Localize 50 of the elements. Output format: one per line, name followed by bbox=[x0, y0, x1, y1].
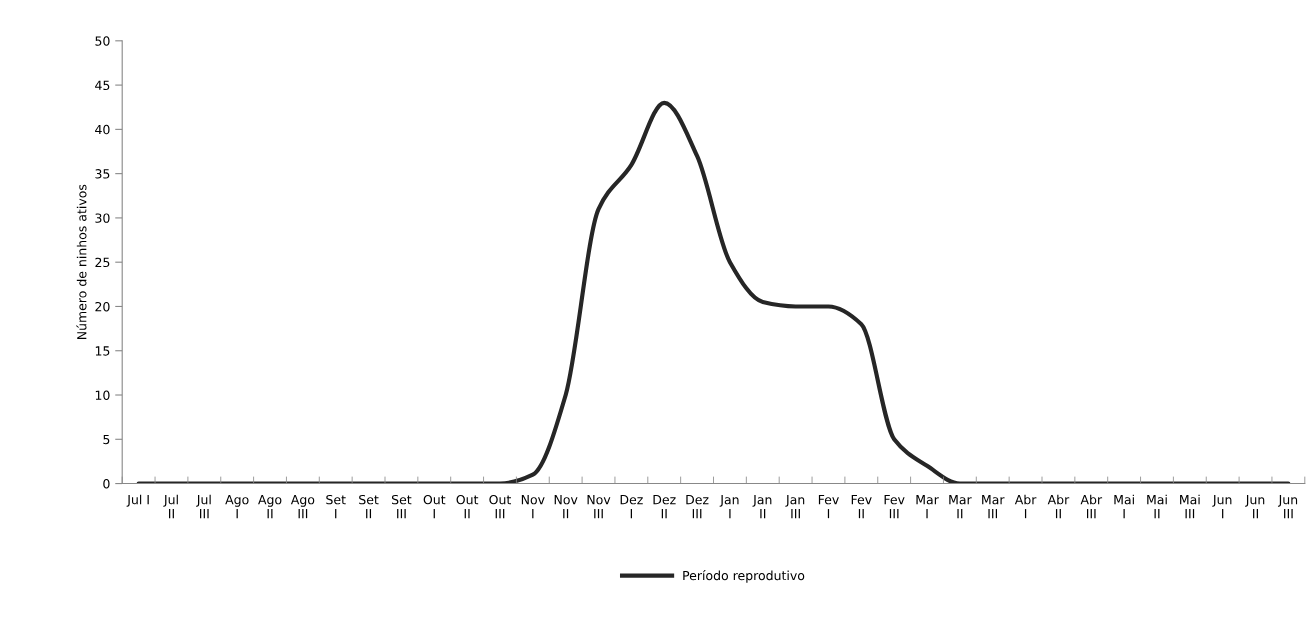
x-tick-label: Dez II bbox=[653, 495, 676, 519]
x-tick-label: Jul III bbox=[196, 494, 211, 519]
y-tick-label: 30 bbox=[95, 213, 110, 223]
x-tick-label: Abr I bbox=[1014, 494, 1037, 519]
y-tick-label: 25 bbox=[95, 257, 110, 268]
y-tick-label: 35 bbox=[95, 169, 110, 179]
y-tick-label: 50 bbox=[95, 36, 110, 46]
x-tick-label: Fev I bbox=[818, 495, 839, 519]
x-tick-label: Abr II bbox=[1047, 494, 1070, 519]
y-axis-title: Número de ninhos ativos bbox=[76, 184, 87, 340]
x-tick-label: Out III bbox=[489, 494, 512, 519]
x-tick-label: Set I bbox=[326, 494, 346, 519]
y-tick-label: 15 bbox=[95, 346, 110, 356]
x-tick-label: Jun III bbox=[1277, 495, 1298, 519]
x-tick-label: Dez I bbox=[620, 495, 643, 519]
y-tick-label: 20 bbox=[95, 301, 110, 312]
x-tick-label: Mar III bbox=[982, 495, 1005, 519]
x-tick-label: Nov III bbox=[587, 495, 611, 519]
x-tick-label: Mar II bbox=[949, 495, 972, 519]
line-series bbox=[136, 100, 1291, 484]
x-tick-label: Set II bbox=[359, 494, 379, 519]
x-tick-label: Jul II bbox=[163, 494, 178, 519]
x-tick-label: Mai I bbox=[1114, 494, 1134, 519]
x-tick-label: Nov I bbox=[521, 495, 545, 519]
x-tick-label: Mar I bbox=[916, 495, 939, 519]
y-tick-label: 10 bbox=[95, 390, 110, 400]
x-tick-label: Jun II bbox=[1245, 495, 1265, 519]
y-tick-label: 5 bbox=[103, 434, 110, 445]
x-tick-label: Ago III bbox=[290, 495, 315, 519]
y-tick-label: 0 bbox=[103, 479, 110, 489]
x-tick-label: Out I bbox=[423, 494, 446, 519]
x-tick-label: Mai II bbox=[1147, 494, 1167, 519]
x-tick-label: Jul I bbox=[126, 494, 149, 507]
x-tick-label: Fev II bbox=[851, 495, 872, 519]
x-tick-label: Set III bbox=[391, 494, 412, 519]
x-tick-label: Jun I bbox=[1212, 495, 1232, 519]
legend-label: Período reprodutivo bbox=[683, 570, 805, 583]
x-tick-label: Nov II bbox=[554, 495, 578, 519]
x-tick-label: Jan III bbox=[785, 495, 805, 519]
x-tick-label: Ago I bbox=[225, 495, 249, 519]
x-tick-label: Fev III bbox=[884, 495, 905, 519]
x-tick-label: Mai III bbox=[1180, 494, 1200, 519]
y-tick-label: 45 bbox=[95, 80, 110, 91]
x-tick-label: Dez III bbox=[686, 495, 709, 519]
y-tick-label: 40 bbox=[95, 124, 110, 135]
x-tick-label: Abr III bbox=[1080, 494, 1103, 519]
x-tick-label: Ago II bbox=[258, 495, 282, 519]
x-tick-label: Jan II bbox=[752, 495, 772, 519]
x-tick-label: Jan I bbox=[719, 495, 739, 519]
x-tick-label: Out II bbox=[456, 494, 479, 519]
